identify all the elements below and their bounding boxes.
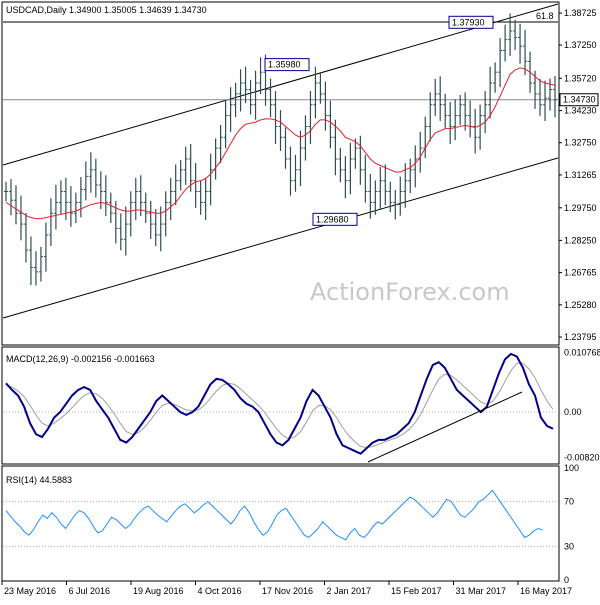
price-annotation-box <box>312 212 358 226</box>
price-tick-label: 1.37250 <box>564 40 597 50</box>
sma-line <box>5 67 556 220</box>
macd-signal-line <box>5 362 554 449</box>
last-price-label: 1.34730 <box>563 95 596 105</box>
price-panel-frame <box>1 1 560 346</box>
annotations: 1.37930 1.35980 1.29680 <box>264 15 494 226</box>
x-tick-label: 15 Feb 2017 <box>391 586 442 596</box>
rsi-line <box>5 489 544 541</box>
grid-layer <box>3 411 558 547</box>
rsi-panel-frame <box>1 465 560 582</box>
macd-main-line <box>5 352 554 455</box>
channel-upper-line <box>2 3 559 166</box>
rsi-tick-label: 70 <box>564 497 574 507</box>
x-tick-label: 19 Aug 2016 <box>133 586 184 596</box>
macd-panel-frame <box>1 346 560 465</box>
sma-line-path <box>5 67 556 220</box>
last-price-box <box>559 93 599 107</box>
rsi-tick-label: 100 <box>564 463 579 473</box>
macd-tick-label: 0.010768 <box>564 347 600 357</box>
rsi-line-path <box>5 489 544 541</box>
price-annotation-box <box>448 15 494 29</box>
price-annotation-box <box>264 58 310 72</box>
x-tick-label: 4 Oct 2016 <box>198 586 242 596</box>
x-tick-label: 31 Mar 2017 <box>456 586 507 596</box>
rsi-tick-label: 0 <box>564 575 569 585</box>
price-annotation-label: 1.37930 <box>452 17 485 27</box>
x-tick-label: 17 Nov 2016 <box>262 586 313 596</box>
macd-lines <box>5 352 554 463</box>
x-tick-label: 16 May 2017 <box>520 586 572 596</box>
price-tick-label: 1.31265 <box>564 170 597 180</box>
price-tick-label: 1.29750 <box>564 203 597 213</box>
rsi-panel-title: RSI(14) 44.5883 <box>6 475 72 485</box>
fib-label: 61.8 <box>536 11 554 21</box>
macd-tick-label: 0.00 <box>564 407 582 417</box>
price-tick-label: 1.28250 <box>564 235 597 245</box>
watermark: ActionForex.com <box>310 278 510 306</box>
price-tick-label: 1.26765 <box>564 268 597 278</box>
macd-panel-title: MACD(12,26,9) -0.002156 -0.001663 <box>6 354 155 364</box>
price-tick-label: 1.23795 <box>564 332 597 342</box>
x-tick-label: 6 Jul 2016 <box>69 586 111 596</box>
price-panel-title: USDCAD,Daily 1.34900 1.35005 1.34639 1.3… <box>6 5 207 15</box>
price-tick-label: 1.25280 <box>564 300 597 310</box>
macd-trendline <box>367 391 523 463</box>
axis-labels: 1.38725 1.37250 1.35720 1.34230 1.32750 1.312… <box>1 8 600 596</box>
price-tick-label: 1.35720 <box>564 73 597 83</box>
rsi-tick-label: 30 <box>564 541 574 551</box>
x-tick-label: 23 May 2016 <box>4 586 56 596</box>
channel-lower-line <box>2 157 559 319</box>
price-bars <box>4 13 557 286</box>
price-annotation-label: 1.35980 <box>268 60 301 70</box>
macd-tick-label: -0.008203 <box>564 453 600 463</box>
price-tick-label: 1.38725 <box>564 8 597 18</box>
price-annotation-label: 1.29680 <box>316 214 349 224</box>
price-tick-label: 1.32750 <box>564 138 597 148</box>
x-tick-label: 2 Jan 2017 <box>327 586 372 596</box>
price-tick-label: 1.34230 <box>564 106 597 116</box>
